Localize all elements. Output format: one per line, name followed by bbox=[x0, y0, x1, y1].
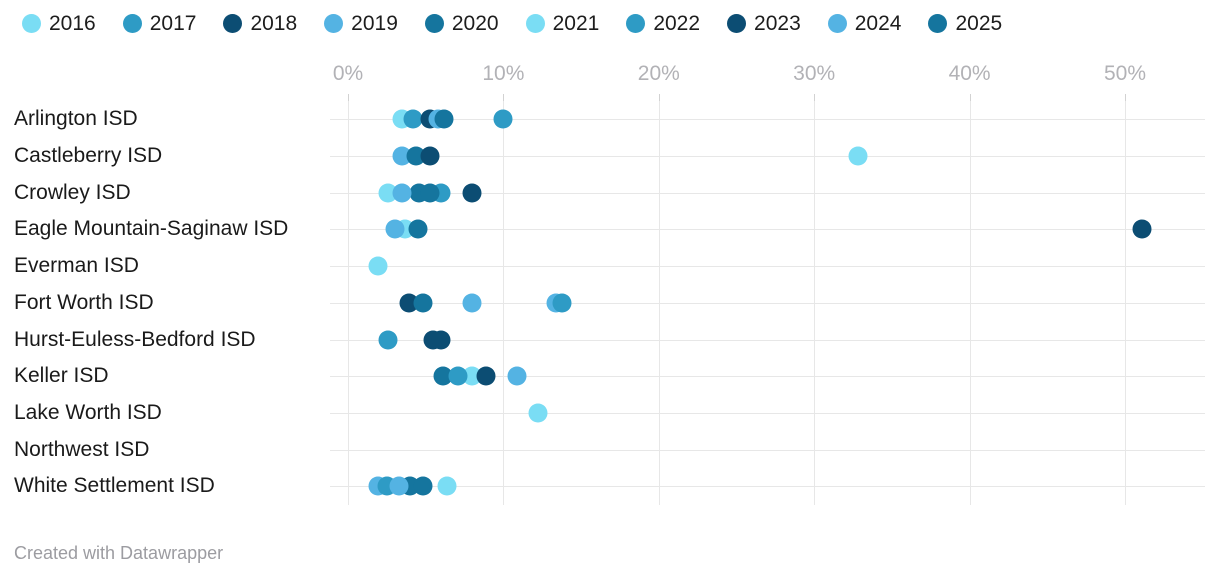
row-label: Everman ISD bbox=[14, 254, 139, 278]
legend-dot-icon bbox=[122, 14, 142, 33]
legend-label: 2025 bbox=[955, 12, 1003, 35]
row-line bbox=[330, 339, 1205, 341]
axis-tick-mark bbox=[503, 94, 505, 102]
legend-item-2016: 2016 bbox=[22, 13, 96, 34]
data-dot-2025[interactable] bbox=[420, 183, 440, 203]
row-label: Arlington ISD bbox=[14, 107, 138, 131]
data-dot-2023[interactable] bbox=[476, 366, 496, 386]
legend-dot-icon bbox=[223, 14, 243, 33]
legend-dot-icon bbox=[424, 14, 444, 33]
data-dot-2017[interactable] bbox=[403, 109, 423, 129]
data-dot-2021[interactable] bbox=[528, 403, 548, 423]
axis-tick-mark bbox=[814, 94, 816, 102]
row-line bbox=[330, 266, 1205, 268]
legend-dot-icon bbox=[525, 14, 545, 33]
row-line bbox=[330, 486, 1205, 488]
axis-tick-mark bbox=[348, 94, 349, 102]
legend-dot-icon bbox=[626, 14, 646, 33]
legend-label: 2018 bbox=[250, 12, 298, 35]
datawrapper-attribution-link[interactable]: Created with Datawrapper bbox=[14, 543, 224, 563]
legend-label: 2017 bbox=[149, 12, 197, 35]
axis-tick-label: 0% bbox=[332, 62, 364, 85]
row-line bbox=[330, 229, 1205, 231]
axis-tick-label: 20% bbox=[637, 62, 680, 85]
legend-label: 2023 bbox=[754, 12, 801, 35]
row-line bbox=[330, 156, 1205, 158]
data-dot-2024[interactable] bbox=[389, 476, 409, 496]
data-dot-2024[interactable] bbox=[462, 293, 482, 313]
data-dot-2020[interactable] bbox=[413, 293, 433, 313]
data-dot-2021[interactable] bbox=[848, 146, 868, 166]
row-label: Fort Worth ISD bbox=[14, 290, 154, 314]
data-dot-2024[interactable] bbox=[392, 183, 412, 203]
legend-item-2025: 2025 bbox=[928, 13, 1002, 34]
data-dot-2022[interactable] bbox=[448, 366, 468, 386]
legend-label: 2016 bbox=[49, 12, 96, 35]
legend-label: 2024 bbox=[854, 12, 902, 35]
legend-dot-icon bbox=[22, 14, 41, 33]
legend-label: 2022 bbox=[653, 12, 701, 35]
data-dot-2020[interactable] bbox=[434, 109, 454, 129]
row-line bbox=[330, 119, 1205, 121]
axis-tick-mark bbox=[658, 94, 660, 102]
row-line bbox=[330, 302, 1205, 304]
row-line bbox=[330, 412, 1205, 414]
axis-tick-mark bbox=[1125, 94, 1126, 102]
row-label: Keller ISD bbox=[14, 364, 109, 388]
data-dot-2023[interactable] bbox=[1132, 219, 1152, 239]
data-dot-2022[interactable] bbox=[378, 330, 398, 350]
data-dot-2021[interactable] bbox=[368, 256, 388, 276]
legend-item-2024: 2024 bbox=[827, 12, 902, 35]
row-label: Castleberry ISD bbox=[14, 144, 163, 168]
row-label: Hurst-Euless-Bedford ISD bbox=[14, 327, 256, 351]
row-line bbox=[330, 449, 1205, 451]
axis-tick-label: 30% bbox=[793, 62, 836, 85]
axis-tick-label: 40% bbox=[948, 62, 991, 85]
legend-dot-icon bbox=[827, 14, 847, 33]
row-line bbox=[330, 192, 1205, 194]
axis-tick-mark bbox=[969, 94, 971, 102]
data-dot-2016[interactable] bbox=[437, 476, 457, 496]
data-dot-2023[interactable] bbox=[420, 146, 440, 166]
row-label: Eagle Mountain-Saginaw ISD bbox=[14, 217, 289, 241]
row-label: Lake Worth ISD bbox=[14, 400, 162, 424]
row-line bbox=[330, 376, 1205, 378]
data-dot-2020[interactable] bbox=[408, 219, 428, 239]
legend-item-2017: 2017 bbox=[122, 12, 197, 35]
legend-label: 2019 bbox=[351, 12, 398, 35]
legend-dot-icon bbox=[324, 14, 344, 33]
legend-dot-icon bbox=[727, 14, 747, 33]
data-dot-2020[interactable] bbox=[433, 366, 453, 386]
data-dot-2022[interactable] bbox=[493, 109, 513, 129]
data-dot-2025[interactable] bbox=[413, 476, 433, 496]
legend-item-2020: 2020 bbox=[424, 12, 499, 35]
row-label: Northwest ISD bbox=[14, 437, 150, 461]
legend-label: 2020 bbox=[451, 12, 499, 35]
data-dot-2023[interactable] bbox=[431, 330, 451, 350]
data-dot-2018[interactable] bbox=[462, 183, 482, 203]
legend-item-2019: 2019 bbox=[324, 13, 398, 34]
legend: 2016 2017 2018 2019 2020 2021 2022 2023 2024 2025 bbox=[22, 13, 1002, 34]
axis-tick-label: 50% bbox=[1103, 62, 1147, 85]
axis-tick-label: 10% bbox=[482, 62, 525, 85]
row-label: White Settlement ISD bbox=[14, 474, 215, 498]
data-dot-2019[interactable] bbox=[385, 219, 405, 239]
legend-item-2022: 2022 bbox=[626, 13, 700, 34]
row-label: Crowley ISD bbox=[14, 180, 131, 204]
legend-item-2023: 2023 bbox=[727, 13, 801, 34]
legend-label: 2021 bbox=[552, 12, 600, 35]
data-dot-2022[interactable] bbox=[552, 293, 572, 313]
legend-item-2018: 2018 bbox=[223, 13, 297, 34]
legend-dot-icon bbox=[928, 14, 948, 33]
legend-item-2021: 2021 bbox=[525, 12, 600, 35]
data-dot-2019[interactable] bbox=[507, 366, 527, 386]
